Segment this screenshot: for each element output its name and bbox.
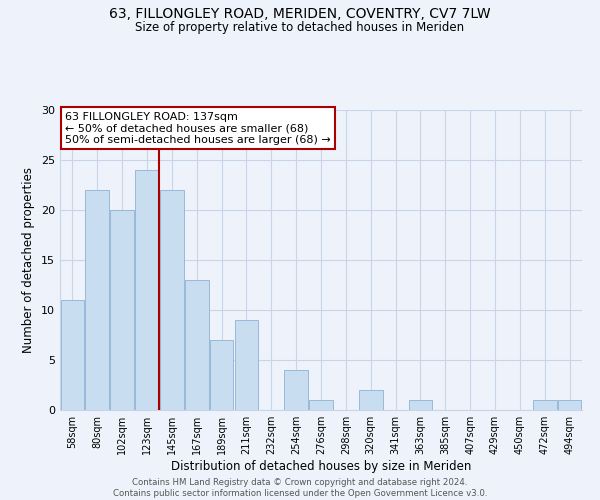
Text: Contains HM Land Registry data © Crown copyright and database right 2024.
Contai: Contains HM Land Registry data © Crown c… [113,478,487,498]
Bar [210,340,233,410]
Bar [558,400,581,410]
Y-axis label: Number of detached properties: Number of detached properties [22,167,35,353]
Bar [185,280,209,410]
Bar [359,390,383,410]
X-axis label: Distribution of detached houses by size in Meriden: Distribution of detached houses by size … [171,460,471,473]
Text: Size of property relative to detached houses in Meriden: Size of property relative to detached ho… [136,21,464,34]
Bar [135,170,159,410]
Bar [284,370,308,410]
Bar [85,190,109,410]
Bar [533,400,557,410]
Bar [235,320,258,410]
Text: 63, FILLONGLEY ROAD, MERIDEN, COVENTRY, CV7 7LW: 63, FILLONGLEY ROAD, MERIDEN, COVENTRY, … [109,8,491,22]
Bar [110,210,134,410]
Bar [409,400,432,410]
Bar [61,300,84,410]
Bar [160,190,184,410]
Bar [309,400,333,410]
Text: 63 FILLONGLEY ROAD: 137sqm
← 50% of detached houses are smaller (68)
50% of semi: 63 FILLONGLEY ROAD: 137sqm ← 50% of deta… [65,112,331,144]
